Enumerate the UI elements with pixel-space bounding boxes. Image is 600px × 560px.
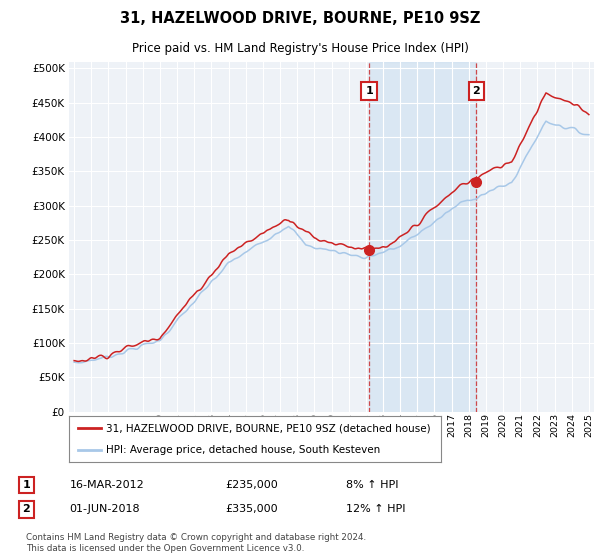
Text: 12% ↑ HPI: 12% ↑ HPI (346, 504, 406, 514)
Text: HPI: Average price, detached house, South Kesteven: HPI: Average price, detached house, Sout… (106, 445, 380, 455)
Text: 01-JUN-2018: 01-JUN-2018 (70, 504, 140, 514)
Text: £335,000: £335,000 (225, 504, 278, 514)
Bar (369, 62, 476, 412)
Text: 31, HAZELWOOD DRIVE, BOURNE, PE10 9SZ: 31, HAZELWOOD DRIVE, BOURNE, PE10 9SZ (120, 11, 480, 26)
Text: Contains HM Land Registry data © Crown copyright and database right 2024.
This d: Contains HM Land Registry data © Crown c… (26, 534, 367, 553)
Text: £235,000: £235,000 (225, 480, 278, 490)
Text: 2: 2 (473, 86, 481, 96)
Text: 1: 1 (23, 480, 30, 490)
Text: 8% ↑ HPI: 8% ↑ HPI (346, 480, 398, 490)
Text: 1: 1 (365, 86, 373, 96)
Text: 31, HAZELWOOD DRIVE, BOURNE, PE10 9SZ (detached house): 31, HAZELWOOD DRIVE, BOURNE, PE10 9SZ (d… (106, 423, 431, 433)
Text: Price paid vs. HM Land Registry's House Price Index (HPI): Price paid vs. HM Land Registry's House … (131, 42, 469, 55)
Text: 16-MAR-2012: 16-MAR-2012 (70, 480, 145, 490)
Text: 2: 2 (23, 504, 30, 514)
